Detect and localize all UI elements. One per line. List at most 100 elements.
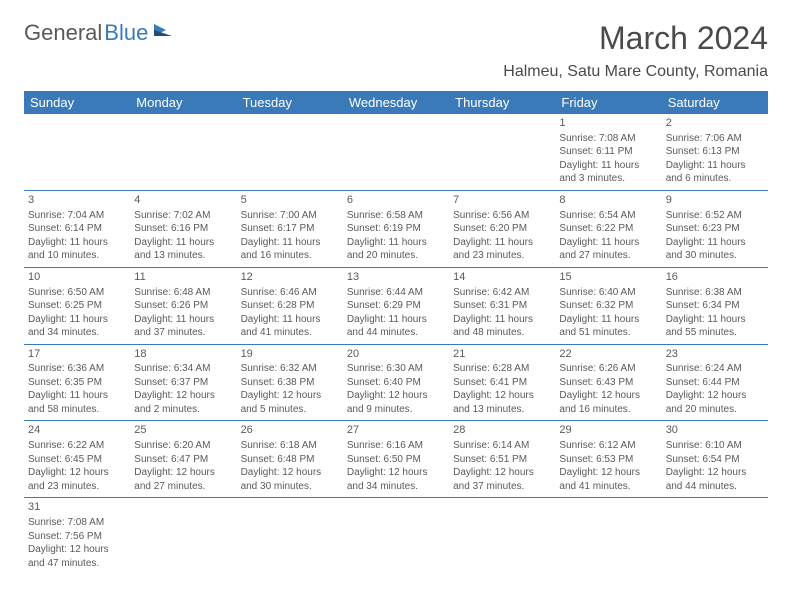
day-number: 24 <box>28 423 126 438</box>
day-info-line: and 48 minutes. <box>453 326 551 340</box>
day-info-line: Sunrise: 6:46 AM <box>241 286 339 300</box>
day-info-line: Sunset: 6:45 PM <box>28 453 126 467</box>
day-info-line: Daylight: 11 hours <box>134 236 232 250</box>
day-info-line: Sunset: 6:25 PM <box>28 299 126 313</box>
calendar-day-cell: 7Sunrise: 6:56 AMSunset: 6:20 PMDaylight… <box>449 190 555 267</box>
calendar-day-cell: 10Sunrise: 6:50 AMSunset: 6:25 PMDayligh… <box>24 267 130 344</box>
day-info-line: Sunset: 6:19 PM <box>347 222 445 236</box>
day-number: 1 <box>559 116 657 131</box>
day-info-line: and 30 minutes. <box>241 480 339 494</box>
calendar-empty-cell <box>343 498 449 574</box>
calendar-body: 1Sunrise: 7:08 AMSunset: 6:11 PMDaylight… <box>24 114 768 574</box>
calendar-week-row: 24Sunrise: 6:22 AMSunset: 6:45 PMDayligh… <box>24 421 768 498</box>
calendar-table: SundayMondayTuesdayWednesdayThursdayFrid… <box>24 91 768 574</box>
day-info-line: Sunrise: 6:50 AM <box>28 286 126 300</box>
day-info-line: Sunset: 6:41 PM <box>453 376 551 390</box>
day-info-line: Sunset: 6:29 PM <box>347 299 445 313</box>
calendar-empty-cell <box>24 114 130 190</box>
day-info-line: Sunset: 6:20 PM <box>453 222 551 236</box>
day-info-line: Daylight: 12 hours <box>134 389 232 403</box>
weekday-header: Thursday <box>449 91 555 114</box>
day-info-line: Daylight: 12 hours <box>347 466 445 480</box>
day-info-line: Sunset: 6:13 PM <box>666 145 764 159</box>
day-info-line: Sunset: 6:54 PM <box>666 453 764 467</box>
day-number: 21 <box>453 347 551 362</box>
logo: GeneralBlue <box>24 20 174 46</box>
day-info-line: Daylight: 11 hours <box>453 313 551 327</box>
weekday-header: Tuesday <box>237 91 343 114</box>
day-number: 12 <box>241 270 339 285</box>
calendar-day-cell: 3Sunrise: 7:04 AMSunset: 6:14 PMDaylight… <box>24 190 130 267</box>
calendar-day-cell: 13Sunrise: 6:44 AMSunset: 6:29 PMDayligh… <box>343 267 449 344</box>
calendar-day-cell: 8Sunrise: 6:54 AMSunset: 6:22 PMDaylight… <box>555 190 661 267</box>
calendar-day-cell: 24Sunrise: 6:22 AMSunset: 6:45 PMDayligh… <box>24 421 130 498</box>
calendar-day-cell: 11Sunrise: 6:48 AMSunset: 6:26 PMDayligh… <box>130 267 236 344</box>
day-info-line: Sunrise: 6:52 AM <box>666 209 764 223</box>
day-info-line: Sunrise: 7:00 AM <box>241 209 339 223</box>
day-info-line: Sunset: 6:34 PM <box>666 299 764 313</box>
weekday-header-row: SundayMondayTuesdayWednesdayThursdayFrid… <box>24 91 768 114</box>
day-info-line: and 20 minutes. <box>347 249 445 263</box>
day-info-line: Daylight: 11 hours <box>241 313 339 327</box>
calendar-day-cell: 4Sunrise: 7:02 AMSunset: 6:16 PMDaylight… <box>130 190 236 267</box>
logo-flag-icon <box>152 22 174 45</box>
day-info-line: Sunset: 6:22 PM <box>559 222 657 236</box>
calendar-day-cell: 15Sunrise: 6:40 AMSunset: 6:32 PMDayligh… <box>555 267 661 344</box>
day-info-line: and 2 minutes. <box>134 403 232 417</box>
day-info-line: Sunrise: 6:32 AM <box>241 362 339 376</box>
calendar-empty-cell <box>449 498 555 574</box>
day-info-line: Sunrise: 7:02 AM <box>134 209 232 223</box>
day-number: 14 <box>453 270 551 285</box>
day-number: 11 <box>134 270 232 285</box>
day-info-line: Daylight: 12 hours <box>347 389 445 403</box>
day-info-line: Sunrise: 6:36 AM <box>28 362 126 376</box>
day-number: 26 <box>241 423 339 438</box>
calendar-day-cell: 19Sunrise: 6:32 AMSunset: 6:38 PMDayligh… <box>237 344 343 421</box>
day-number: 20 <box>347 347 445 362</box>
day-info-line: Sunrise: 6:44 AM <box>347 286 445 300</box>
day-info-line: Sunset: 6:35 PM <box>28 376 126 390</box>
day-info-line: Daylight: 11 hours <box>28 313 126 327</box>
day-info-line: Sunset: 6:31 PM <box>453 299 551 313</box>
day-info-line: and 44 minutes. <box>347 326 445 340</box>
calendar-week-row: 3Sunrise: 7:04 AMSunset: 6:14 PMDaylight… <box>24 190 768 267</box>
day-info-line: Sunrise: 7:04 AM <box>28 209 126 223</box>
day-info-line: Daylight: 12 hours <box>28 466 126 480</box>
calendar-day-cell: 31Sunrise: 7:08 AMSunset: 7:56 PMDayligh… <box>24 498 130 574</box>
day-info-line: and 58 minutes. <box>28 403 126 417</box>
day-info-line: Sunrise: 6:12 AM <box>559 439 657 453</box>
day-info-line: Sunset: 6:48 PM <box>241 453 339 467</box>
day-number: 31 <box>28 500 126 515</box>
day-info-line: and 37 minutes. <box>453 480 551 494</box>
logo-text-blue: Blue <box>104 20 148 46</box>
calendar-day-cell: 18Sunrise: 6:34 AMSunset: 6:37 PMDayligh… <box>130 344 236 421</box>
day-info-line: Daylight: 11 hours <box>666 313 764 327</box>
day-info-line: Daylight: 12 hours <box>241 389 339 403</box>
day-number: 6 <box>347 193 445 208</box>
day-info-line: Sunrise: 6:42 AM <box>453 286 551 300</box>
calendar-day-cell: 2Sunrise: 7:06 AMSunset: 6:13 PMDaylight… <box>662 114 768 190</box>
calendar-empty-cell <box>237 498 343 574</box>
day-info-line: Sunrise: 6:24 AM <box>666 362 764 376</box>
calendar-empty-cell <box>130 498 236 574</box>
day-info-line: and 37 minutes. <box>134 326 232 340</box>
calendar-week-row: 10Sunrise: 6:50 AMSunset: 6:25 PMDayligh… <box>24 267 768 344</box>
calendar-day-cell: 25Sunrise: 6:20 AMSunset: 6:47 PMDayligh… <box>130 421 236 498</box>
day-info-line: Daylight: 11 hours <box>453 236 551 250</box>
day-info-line: and 27 minutes. <box>134 480 232 494</box>
day-info-line: and 55 minutes. <box>666 326 764 340</box>
calendar-day-cell: 12Sunrise: 6:46 AMSunset: 6:28 PMDayligh… <box>237 267 343 344</box>
day-info-line: and 23 minutes. <box>28 480 126 494</box>
day-info-line: Daylight: 12 hours <box>453 389 551 403</box>
day-info-line: Daylight: 12 hours <box>559 466 657 480</box>
day-info-line: Sunset: 6:47 PM <box>134 453 232 467</box>
calendar-day-cell: 1Sunrise: 7:08 AMSunset: 6:11 PMDaylight… <box>555 114 661 190</box>
day-info-line: Sunrise: 7:06 AM <box>666 132 764 146</box>
day-number: 23 <box>666 347 764 362</box>
day-info-line: Sunset: 6:14 PM <box>28 222 126 236</box>
location: Halmeu, Satu Mare County, Romania <box>503 63 768 81</box>
day-info-line: and 13 minutes. <box>134 249 232 263</box>
calendar-day-cell: 21Sunrise: 6:28 AMSunset: 6:41 PMDayligh… <box>449 344 555 421</box>
day-number: 13 <box>347 270 445 285</box>
day-number: 4 <box>134 193 232 208</box>
